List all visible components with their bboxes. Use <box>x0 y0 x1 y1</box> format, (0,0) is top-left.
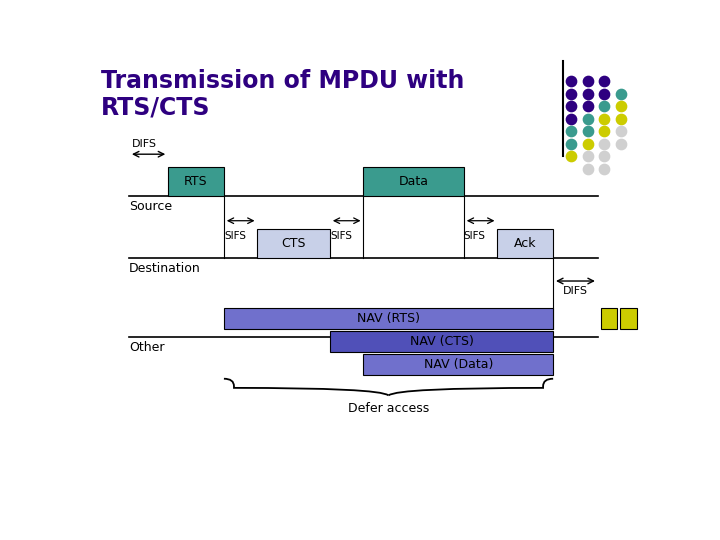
Point <box>565 152 577 160</box>
Point <box>599 139 611 148</box>
Text: Transmission of MPDU with
RTS/CTS: Transmission of MPDU with RTS/CTS <box>101 69 464 120</box>
Point <box>599 102 611 111</box>
Point <box>582 77 593 86</box>
Text: NAV (Data): NAV (Data) <box>423 357 493 370</box>
Point <box>599 77 611 86</box>
Text: Ack: Ack <box>514 237 536 250</box>
Point <box>616 114 627 123</box>
Point <box>565 77 577 86</box>
Text: Other: Other <box>129 341 165 354</box>
Bar <box>330 331 553 352</box>
Text: NAV (CTS): NAV (CTS) <box>410 335 474 348</box>
Text: CTS: CTS <box>282 237 306 250</box>
Text: RTS: RTS <box>184 175 208 188</box>
Point <box>582 90 593 98</box>
Text: SIFS: SIFS <box>330 231 352 241</box>
Text: Destination: Destination <box>129 262 201 275</box>
Point <box>599 152 611 160</box>
Text: Data: Data <box>399 175 428 188</box>
Point <box>616 139 627 148</box>
Bar <box>364 354 553 375</box>
Point <box>582 114 593 123</box>
Point <box>599 164 611 173</box>
Bar <box>364 167 464 196</box>
Text: Source: Source <box>129 200 172 213</box>
Point <box>565 90 577 98</box>
Point <box>582 164 593 173</box>
Text: DIFS: DIFS <box>563 286 588 296</box>
Text: SIFS: SIFS <box>224 231 246 241</box>
Point <box>599 114 611 123</box>
Point <box>565 127 577 136</box>
Bar <box>224 308 553 329</box>
Point <box>565 114 577 123</box>
Text: NAV (RTS): NAV (RTS) <box>357 312 420 325</box>
Point <box>582 139 593 148</box>
Text: SIFS: SIFS <box>464 231 486 241</box>
Point <box>582 152 593 160</box>
Bar <box>600 308 617 329</box>
Point <box>599 90 611 98</box>
Point <box>616 102 627 111</box>
Point <box>565 139 577 148</box>
Point <box>599 127 611 136</box>
Bar <box>168 167 224 196</box>
Point <box>616 127 627 136</box>
Point <box>616 90 627 98</box>
Bar <box>258 229 330 258</box>
Text: Defer access: Defer access <box>348 402 429 415</box>
Point <box>582 102 593 111</box>
Bar <box>498 229 553 258</box>
Bar <box>620 308 637 329</box>
Text: DIFS: DIFS <box>132 139 157 149</box>
Point <box>565 102 577 111</box>
Point <box>582 127 593 136</box>
